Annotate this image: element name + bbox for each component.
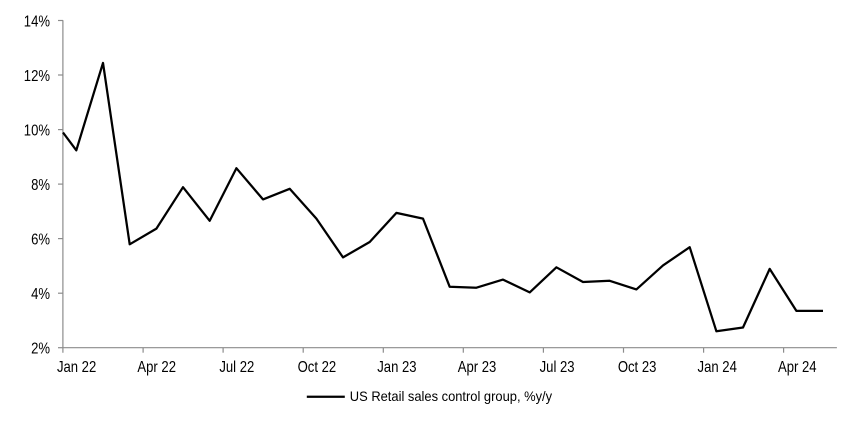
svg-text:Jul 23: Jul 23 (540, 359, 575, 376)
svg-text:Jan 22: Jan 22 (57, 359, 96, 376)
svg-text:8%: 8% (31, 177, 50, 194)
svg-text:12%: 12% (24, 68, 50, 85)
svg-text:10%: 10% (24, 123, 50, 140)
svg-text:Oct 22: Oct 22 (298, 359, 337, 376)
svg-text:Apr 23: Apr 23 (458, 359, 497, 376)
svg-text:Jan 23: Jan 23 (377, 359, 416, 376)
svg-text:US Retail sales control group,: US Retail sales control group, %y/y (350, 389, 553, 404)
svg-text:6%: 6% (31, 232, 50, 249)
svg-text:Jul 22: Jul 22 (219, 359, 254, 376)
svg-text:Apr 22: Apr 22 (137, 359, 176, 376)
svg-text:Jan 24: Jan 24 (698, 359, 737, 376)
svg-text:2%: 2% (31, 341, 50, 358)
svg-text:Oct 23: Oct 23 (618, 359, 657, 376)
svg-text:14%: 14% (24, 13, 50, 30)
svg-text:4%: 4% (31, 286, 50, 303)
svg-text:Apr 24: Apr 24 (778, 359, 817, 376)
